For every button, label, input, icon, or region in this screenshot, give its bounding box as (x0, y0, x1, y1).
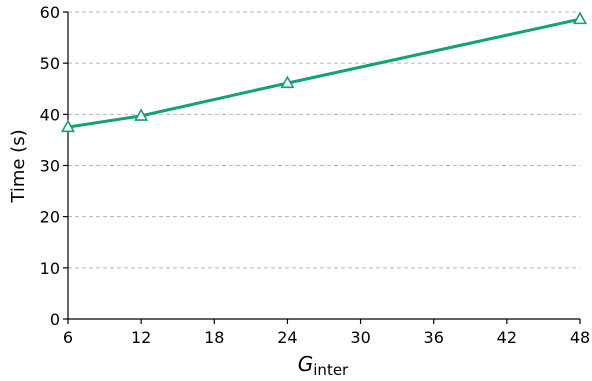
y-axis-title: Time (s) (8, 129, 29, 203)
data-point-marker (60, 119, 76, 133)
y-tick-label: 40 (40, 105, 60, 124)
data-point-marker (280, 75, 295, 89)
y-tick-label: 20 (40, 208, 60, 227)
x-tick-label: 24 (277, 328, 297, 347)
y-tick-labels: 0 10 20 30 40 50 60 (40, 3, 68, 329)
series-line (67, 17, 581, 129)
x-axis-title-main: G (298, 352, 314, 376)
x-tick-label: 30 (350, 328, 370, 347)
x-tick-label: 12 (131, 328, 151, 347)
x-tick-label: 42 (497, 328, 517, 347)
grid-lines (68, 11, 580, 269)
series (60, 11, 588, 133)
x-axis-title-subscript: inter (313, 361, 349, 379)
x-tick-labels: 6 12 18 24 30 36 42 48 (63, 319, 590, 347)
y-tick-label: 30 (40, 157, 60, 176)
x-axis-title: Ginter (298, 352, 349, 379)
y-tick-label: 10 (40, 259, 60, 278)
y-tick-label: 50 (40, 54, 60, 73)
x-tick-label: 36 (424, 328, 444, 347)
y-tick-label: 0 (50, 310, 60, 329)
data-point-marker (572, 11, 588, 25)
data-point-marker (134, 108, 149, 121)
y-tick-label: 60 (40, 3, 60, 22)
x-tick-label: 18 (204, 328, 224, 347)
x-tick-label: 48 (570, 328, 590, 347)
x-tick-label: 6 (63, 328, 73, 347)
